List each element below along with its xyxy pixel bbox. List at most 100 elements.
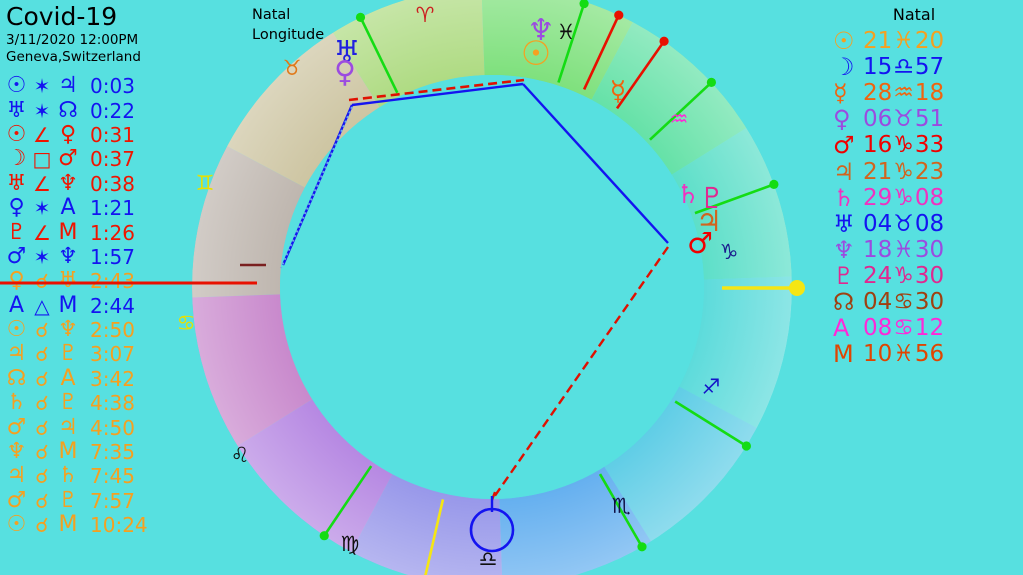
zodiac-glyph-virgo: ♍: [341, 532, 360, 556]
natal-sign-glyph: ♋: [893, 288, 914, 315]
natal-row-north-node: ☊ 04 ♋ 30: [833, 288, 1013, 316]
natal-positions-panel: Natal ☉ 21 ♓ 20 ☽ 15 ♎ 57 ☿ 28 ♒ 18 ♀ 06 ♉ 51 ♂ 16 ♑ 33 ♃ 21 ♑…: [833, 2, 1013, 368]
aspect-planet1: ♂: [6, 487, 27, 513]
moon-marker: [469, 507, 515, 553]
natal-sign-glyph: ♉: [893, 106, 914, 133]
natal-minutes: 20: [914, 28, 945, 55]
aspect-operator: ☌: [35, 513, 49, 538]
natal-sign-glyph: ♑: [893, 184, 914, 211]
aspect-orb: 0:22: [90, 98, 135, 123]
natal-minutes: 33: [914, 132, 945, 159]
aspect-orb: 3:42: [90, 366, 135, 391]
aspect-row: ♀ ✶ A 1:21: [4, 196, 194, 220]
natal-row-sun: ☉ 21 ♓ 20: [833, 27, 1013, 56]
aspect-planet1: ♀: [8, 268, 25, 294]
sign-sector: [333, 0, 492, 287]
aspect-planet2: ♃: [58, 73, 78, 99]
natal-row-saturn: ♄ 29 ♑ 08: [833, 184, 1013, 212]
natal-planet-glyph: ☉: [833, 27, 855, 56]
wheel-planet-venus: ♀: [334, 55, 356, 90]
wheel-planet-pluto: ♇: [699, 181, 725, 215]
natal-row-venus: ♀ 06 ♉ 51: [833, 105, 1013, 133]
natal-sign-glyph: ♒: [893, 80, 914, 107]
natal-sign-glyph: ♋: [893, 315, 914, 342]
aspect-row: ☊ ☌ A 3:42: [4, 367, 194, 391]
aspect-planet1: ♆: [6, 439, 27, 465]
planet-spoke: [649, 81, 713, 141]
natal-minutes: 08: [914, 184, 945, 211]
aspect-operator: ∠: [33, 122, 51, 147]
planet-spokes: [319, 0, 779, 575]
aspect-row: ☉ ✶ ♃ 0:03: [4, 74, 194, 98]
aspect-planet2: ♇: [58, 390, 78, 416]
planet-spoke: [323, 465, 373, 537]
natal-planet-glyph: A: [833, 314, 850, 343]
sign-sector: [237, 287, 492, 552]
natal-sign-glyph: ♓: [893, 236, 914, 263]
natal-degree: 04: [863, 288, 893, 315]
zodiac-glyph-libra: ♎: [479, 547, 498, 571]
natal-degree: 21: [863, 28, 893, 55]
zodiac-glyph-aquarius: ♒: [670, 107, 689, 131]
natal-minutes: 08: [914, 210, 945, 237]
aspect-orb: 1:26: [90, 220, 135, 245]
sign-sector: [192, 287, 493, 446]
aspect-planet2: ♆: [58, 170, 78, 196]
natal-panel-heading: Natal: [892, 5, 936, 24]
aspect-row: ♅ ✶ ☊ 0:22: [4, 98, 194, 123]
natal-degree: 15: [863, 54, 893, 81]
wheel-planet-saturn: ♄: [676, 180, 699, 210]
aspect-operator: ☌: [35, 391, 49, 416]
aspect-orb: 2:44: [90, 293, 135, 318]
aspect-row: ♂ ☌ ♃ 4:50: [4, 415, 194, 440]
natal-sign-glyph: ♑: [893, 132, 914, 159]
aspect-row: ♇ ∠ M 1:26: [4, 220, 194, 245]
sign-sector: [227, 32, 492, 287]
aspect-planet1: ☉: [6, 73, 27, 99]
natal-sign-glyph: ♓: [893, 341, 914, 368]
planet-spoke: [598, 473, 644, 548]
planet-spoke: [582, 14, 620, 90]
aspect-planet2: ♀: [59, 121, 77, 147]
spoke-endpoint: [614, 10, 624, 20]
aspect-operator: ✶: [33, 196, 51, 221]
aspect-row: ♀ ☌ ♅ 2:43: [4, 269, 194, 293]
aspect-orb: 0:31: [90, 122, 135, 147]
zodiac-glyph-capricorn: ♑: [720, 240, 739, 264]
aspect-orb: 7:45: [90, 464, 135, 489]
spoke-endpoint: [769, 179, 779, 189]
planet-spoke: [557, 3, 586, 83]
spoke-endpoint: [706, 77, 717, 88]
aspect-operator: ☌: [35, 366, 49, 391]
aspect-planet2: M: [58, 439, 78, 465]
aspect-planet2: ♆: [58, 317, 78, 343]
aspect-planet1: ☉: [6, 317, 27, 343]
natal-degree: 06: [863, 106, 893, 133]
aspect-orb: 0:03: [90, 74, 135, 99]
aspect-planet2: ♅: [58, 268, 78, 294]
zodiac-glyph-gemini: ♊: [196, 171, 215, 195]
aspect-row: ♂ ☌ ♇ 7:57: [4, 489, 194, 513]
aspect-orb: 4:50: [90, 415, 135, 440]
natal-sign-glyph: ♑: [893, 262, 914, 289]
zodiac-glyph-taurus: ♉: [283, 56, 302, 80]
natal-sign-glyph: ♉: [893, 210, 914, 237]
wheel-planet-jupiter: ♃: [696, 204, 722, 238]
aspect-lines: [280, 78, 669, 512]
zodiac-glyph-leo: ♌: [231, 443, 250, 467]
sign-sector: [492, 287, 651, 575]
aspect-operator: ☌: [35, 269, 49, 294]
natal-minutes: 30: [914, 236, 945, 263]
sign-sector: [481, 0, 633, 287]
aspect-planet1: ♀: [8, 195, 25, 221]
natal-planet-glyph: ☽: [833, 53, 855, 82]
aspect-row: ☉ ∠ ♀ 0:31: [4, 123, 194, 147]
natal-planet-glyph: ♆: [833, 235, 855, 264]
natal-degree: 24: [863, 262, 893, 289]
aspect-row: A △ M 2:44: [4, 294, 194, 318]
aspect-orb: 1:21: [90, 196, 135, 221]
aspect-orb: 7:35: [90, 440, 135, 465]
planet-spoke: [694, 183, 775, 215]
page-title: Covid-19: [6, 2, 118, 31]
